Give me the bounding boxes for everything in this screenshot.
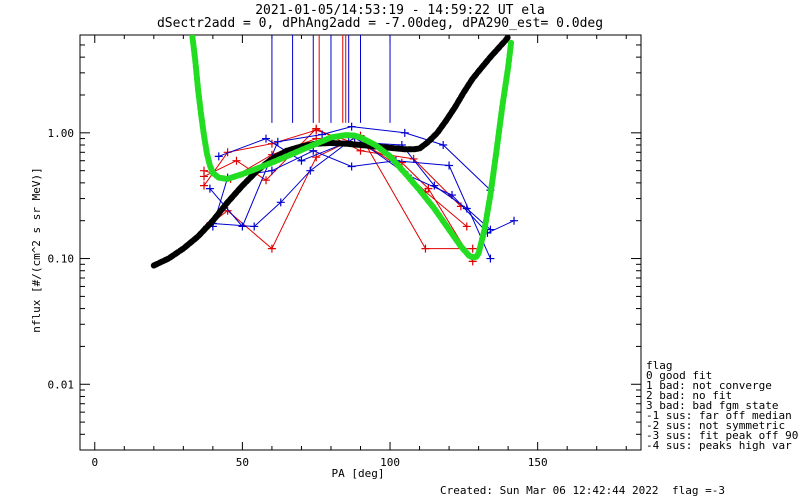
legend-entry-far-off-median: -1 sus: far off median bbox=[646, 409, 792, 422]
data-point bbox=[238, 222, 247, 231]
data-point bbox=[232, 156, 241, 165]
data-point bbox=[200, 172, 209, 181]
data-point bbox=[400, 128, 409, 137]
data-point bbox=[214, 152, 223, 161]
data-point bbox=[430, 181, 439, 190]
y-tick-label: 0.01 bbox=[48, 378, 75, 391]
data-point bbox=[421, 244, 430, 253]
flag-legend: flag 0 good fit 1 bad: not converge 2 ba… bbox=[646, 359, 798, 452]
x-tick-label: 50 bbox=[236, 456, 249, 469]
data-point bbox=[445, 161, 454, 170]
y-tick-label: 0.10 bbox=[48, 253, 75, 266]
chart-subtitle: dSectr2add = 0, dPhAng2add = -7.00deg, d… bbox=[156, 16, 604, 31]
data-point bbox=[439, 141, 448, 150]
data-point bbox=[262, 134, 271, 143]
y-axis-label: nflux [#/(cm^2 s sr MeV)] bbox=[30, 167, 43, 333]
data-point bbox=[462, 204, 471, 213]
x-tick-label: 100 bbox=[380, 456, 400, 469]
legend-entry-peak-off-90: -3 sus: fit peak off 90 bbox=[646, 429, 798, 442]
series-line bbox=[206, 134, 473, 250]
data-point bbox=[468, 244, 477, 253]
data-point bbox=[318, 130, 327, 139]
legend-entry-no-fit: 2 bad: no fit bbox=[646, 389, 732, 402]
legend-entry-bad-fgm: 3 bad: bad fgm state bbox=[646, 399, 778, 412]
data-point bbox=[267, 166, 276, 175]
legend-entry-not-symmetric: -2 sus: not symmetric bbox=[646, 419, 785, 432]
data-point bbox=[223, 206, 232, 215]
data-point bbox=[297, 156, 306, 165]
legend-title: flag bbox=[646, 359, 673, 372]
data-point bbox=[347, 162, 356, 171]
data-point bbox=[312, 124, 321, 133]
data-point bbox=[486, 225, 495, 234]
data-point bbox=[205, 184, 214, 193]
data-point bbox=[462, 222, 471, 231]
data-point bbox=[306, 166, 315, 175]
legend-entry-good: 0 good fit bbox=[646, 369, 712, 382]
data-point bbox=[356, 146, 365, 155]
x-tick-label: 150 bbox=[528, 456, 548, 469]
data-point bbox=[276, 198, 285, 207]
series-line bbox=[209, 126, 491, 228]
x-tick-label: 0 bbox=[91, 456, 98, 469]
data-point bbox=[409, 154, 418, 163]
data-point bbox=[510, 216, 519, 225]
data-point bbox=[250, 222, 259, 231]
x-axis-label: PA [deg] bbox=[332, 467, 385, 480]
data-point bbox=[262, 176, 271, 185]
y-tick-label: 1.00 bbox=[48, 127, 75, 140]
created-timestamp: Created: Sun Mar 06 12:42:44 2022 bbox=[440, 484, 659, 497]
flag-value: flag =-3 bbox=[672, 484, 725, 497]
data-point bbox=[486, 254, 495, 263]
data-point bbox=[267, 244, 276, 253]
legend-entry-peaks-high-var: -4 sus: peaks high var bbox=[646, 439, 792, 452]
series-line bbox=[218, 138, 491, 230]
chart-title: 2021-01-05/14:53:19 - 14:59:22 UT ela bbox=[255, 3, 545, 18]
data-point bbox=[273, 137, 282, 146]
legend-entry-not-converge: 1 bad: not converge bbox=[646, 379, 772, 392]
data-point bbox=[200, 181, 209, 190]
fit-curve-green bbox=[189, 35, 515, 261]
data-point bbox=[347, 122, 356, 131]
